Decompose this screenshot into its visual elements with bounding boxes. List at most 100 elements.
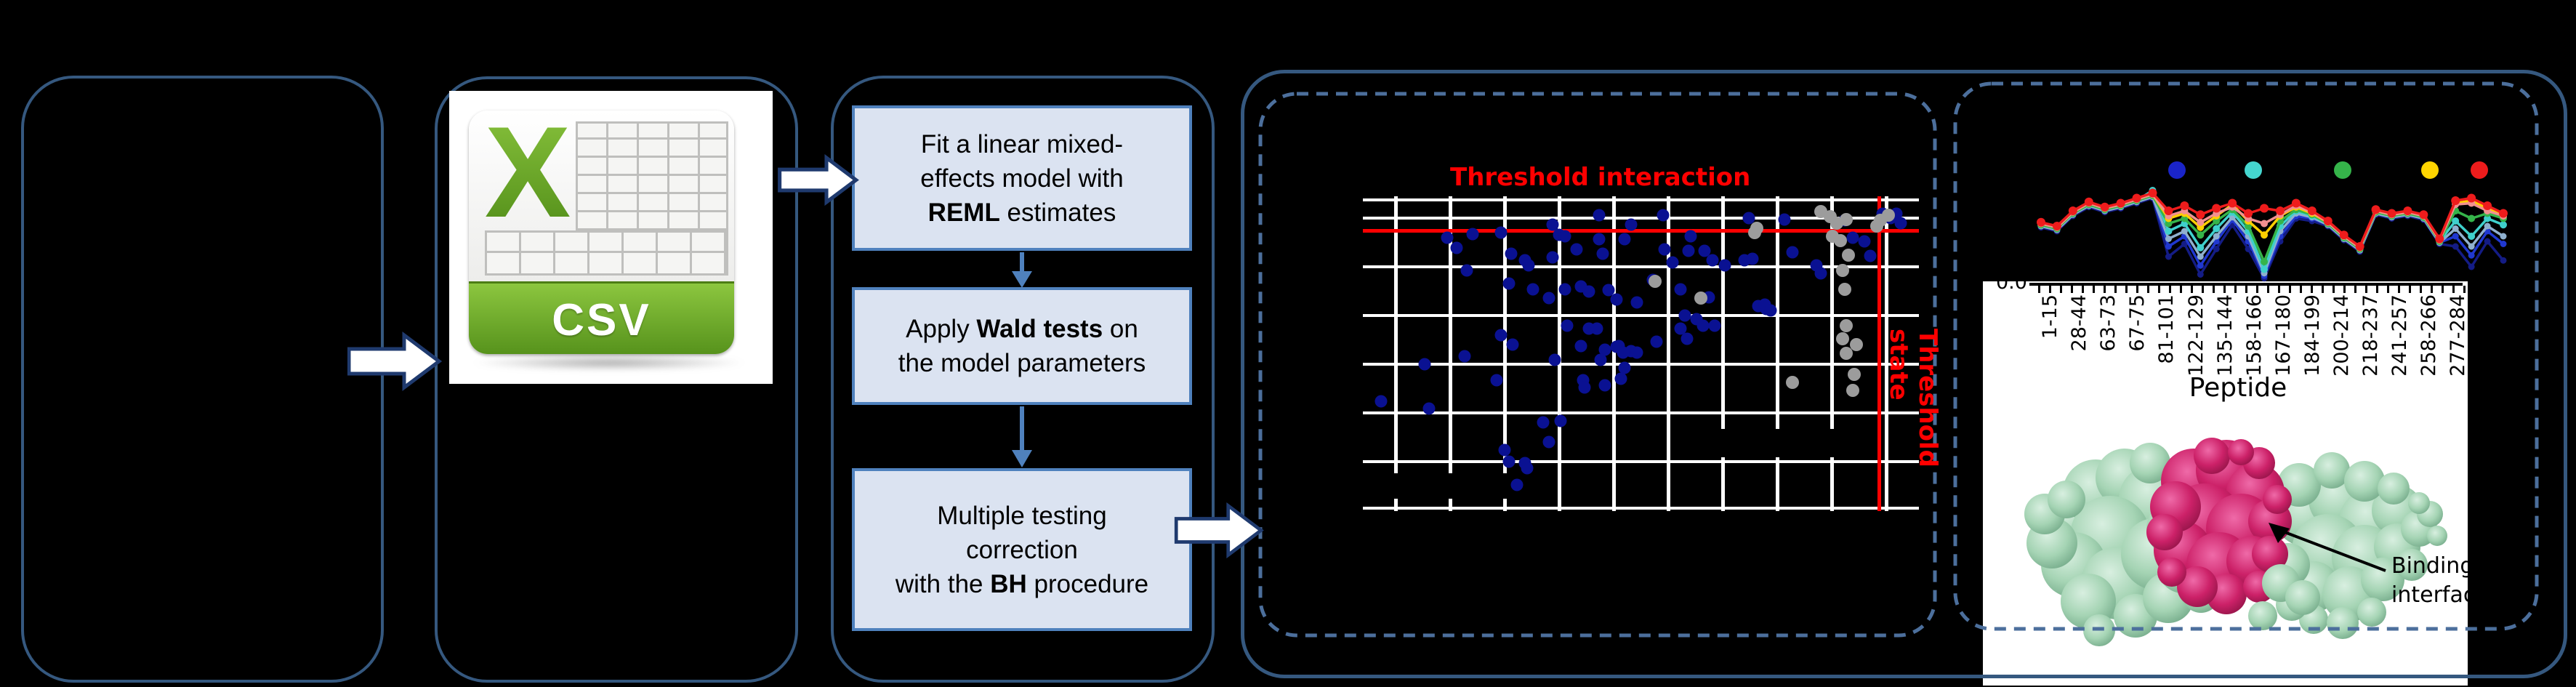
scatter-point <box>1502 277 1516 290</box>
scatter-point <box>1778 213 1791 226</box>
scatter-point <box>1458 350 1471 363</box>
scatter-point <box>1858 235 1871 248</box>
threshold-interaction-line <box>1363 229 1919 233</box>
arrow-csv-to-model <box>778 154 859 206</box>
threshold-interaction-label: Threshold interaction <box>1450 163 1751 192</box>
step-text-bold: Wald tests <box>976 315 1103 343</box>
scatter-point <box>1537 416 1550 429</box>
spreadsheet-grid-large <box>576 121 728 230</box>
scatter-point <box>1764 304 1777 317</box>
scatter-point <box>1650 335 1663 348</box>
scatter-point <box>1630 296 1643 309</box>
scatter-point <box>1593 209 1606 222</box>
scatter-point <box>1502 455 1516 468</box>
scatter-point <box>1594 353 1607 366</box>
step-text: Apply <box>906 315 977 343</box>
illegible-axis-text-patch <box>1691 429 1858 458</box>
scatter-point <box>1848 368 1861 382</box>
legend-dot <box>2471 161 2488 179</box>
scatter-point <box>1625 218 1638 231</box>
panel-results-outer <box>1241 70 2567 678</box>
scatter-point <box>1618 233 1631 246</box>
connector-arrow-1 <box>1012 252 1032 288</box>
panel-threshold-plot-dashed <box>1258 92 1937 638</box>
panel-input <box>21 76 384 683</box>
scatter-point <box>1846 231 1859 244</box>
scatter-point <box>1786 375 1800 389</box>
scatter-point <box>1542 435 1555 449</box>
scatter-point <box>1617 346 1630 359</box>
scatter-point <box>1422 402 1436 415</box>
scatter-point <box>1706 254 1719 267</box>
scatter-point <box>1657 209 1670 222</box>
scatter-point <box>1718 259 1731 272</box>
scatter-point <box>1841 248 1855 262</box>
scatter-point <box>1630 346 1643 359</box>
scatter-point <box>1658 243 1671 256</box>
uptake-line-chart <box>2037 187 2508 282</box>
scatter-point <box>1814 267 1827 280</box>
scatter-point <box>1742 212 1755 225</box>
scatter-point <box>1526 283 1539 296</box>
csv-file-image: X CSV <box>449 91 773 384</box>
scatter-point <box>1498 443 1511 457</box>
scatter-point <box>1786 246 1799 259</box>
scatter-point <box>1522 259 1535 272</box>
scatter-point <box>1590 322 1603 335</box>
scatter-point <box>1618 361 1631 374</box>
scatter-point <box>1490 374 1503 387</box>
step-text: Multiple testing correction with the <box>895 501 1107 598</box>
scatter-point <box>1696 319 1710 332</box>
scatter-point <box>1598 379 1611 392</box>
scatter-point <box>1894 217 1907 230</box>
step-text-bold: BH <box>990 569 1027 598</box>
protein-interface-magenta <box>2146 438 2292 614</box>
scatter-point <box>1614 372 1627 385</box>
legend-dot <box>2168 161 2186 179</box>
scatter-point <box>1864 249 1877 262</box>
scatter-point <box>1546 251 1559 264</box>
scatter-point <box>1418 358 1431 371</box>
panel-statistics <box>831 76 1215 683</box>
scatter-point <box>1836 264 1850 278</box>
step-fit-model: Fit a linear mixed- effects model with R… <box>852 105 1192 251</box>
scatter-plot <box>1363 196 1919 511</box>
scatter-point <box>1450 241 1463 254</box>
scatter-point <box>1881 208 1895 222</box>
scatter-point <box>1846 384 1859 398</box>
step-text: estimates <box>999 198 1116 227</box>
scatter-point <box>1460 264 1473 277</box>
protein-structure-image <box>2024 438 2447 646</box>
connector-arrow-2 <box>1012 406 1032 467</box>
scatter-point <box>1674 322 1687 335</box>
protein-surface-green-front <box>2248 564 2320 630</box>
scatter-point <box>1574 340 1587 353</box>
peptide-axis-title: Peptide <box>2189 373 2287 403</box>
scatter-point <box>1570 243 1583 256</box>
csv-file-icon: X CSV <box>469 111 734 354</box>
scatter-point <box>1681 332 1694 345</box>
peptide-figure-panel: 0.0 1-15 28-44 63-73 67-75 81-101 122-129 135-… <box>1983 271 2469 686</box>
scatter-point <box>1748 225 1762 239</box>
binding-interface-arrow <box>2269 523 2386 572</box>
step-text-bold: REML <box>927 198 1000 227</box>
panel-peptide-figure-dashed <box>1953 81 2539 631</box>
scatter-point <box>1598 343 1611 356</box>
scatter-point <box>1746 252 1759 265</box>
chart-legend <box>2152 161 2493 183</box>
scatter-point <box>1548 353 1561 366</box>
threshold-state-label: Threshold state <box>1884 329 1942 468</box>
scatter-point <box>1593 233 1606 246</box>
scatter-point <box>1494 226 1508 239</box>
scatter-point <box>1610 293 1623 306</box>
panel-csv <box>435 76 798 683</box>
scatter-point <box>1698 244 1711 257</box>
scatter-point <box>1836 332 1850 346</box>
binding-interface-label: Binding interface <box>2391 553 2468 608</box>
scatter-point <box>1839 213 1853 227</box>
step-text: procedure <box>1026 569 1149 598</box>
scatter-point <box>1558 283 1571 296</box>
scatter-point <box>1561 319 1574 332</box>
scatter-point <box>1554 414 1567 427</box>
